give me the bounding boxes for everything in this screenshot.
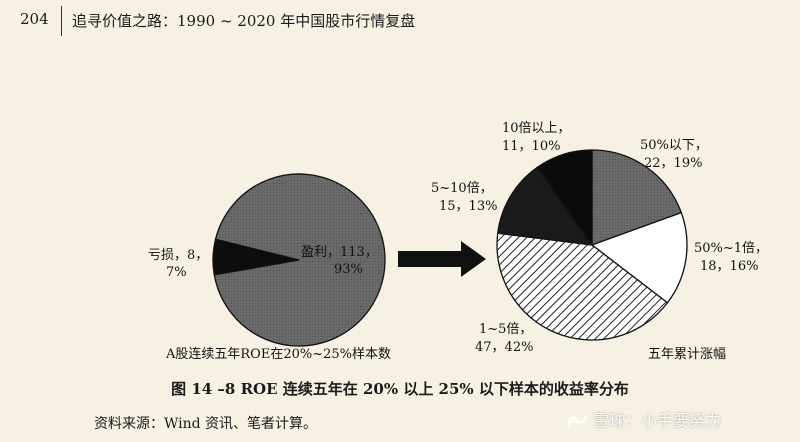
- pie2-label-1to5-line2: 47，42%: [475, 340, 533, 355]
- pie2-label-top-line2: 11，10%: [502, 139, 560, 154]
- running-title: 追寻价值之路：1990 ~ 2020 年中国股市行情复盘: [72, 12, 416, 30]
- pie1-label-loss-line2: 7%: [166, 265, 187, 280]
- pie2-label-5to10-line2: 15，13%: [439, 199, 497, 214]
- figure-caption: 图 14 –8 ROE 连续五年在 20% 以上 25% 以下样本的收益率分布: [171, 380, 629, 398]
- pie2-slice-above-10x: [536, 149, 593, 248]
- pie1-label-profit-line1: 盈利，113，: [301, 245, 378, 260]
- pie1-slice-profit: [213, 173, 386, 347]
- pie2-slice-below-50pct: [591, 149, 683, 246]
- pie1-label-profit-line2: 93%: [334, 262, 363, 277]
- pie2-label-below50-line1: 50%以下，: [640, 138, 708, 153]
- pie2-label-50to1-line2: 18，16%: [700, 259, 758, 274]
- pie1-title: A股连续五年ROE在20%~25%样本数: [165, 346, 391, 362]
- pie2-label-1to5-line1: 1~5倍，: [479, 322, 532, 337]
- pie2-title: 五年累计涨幅: [648, 347, 726, 362]
- watermark: 雪球：小手要努力: [566, 407, 721, 431]
- pie2-slice-50pct-to-1x: [590, 211, 688, 304]
- figure-source: 资料来源：Wind 资讯、笔者计算。: [94, 416, 318, 432]
- pie1-label-loss-line1: 亏损，8，: [148, 248, 208, 263]
- page-number: 204: [20, 10, 49, 28]
- pie2-slice-1x-to-5x: [496, 232, 669, 341]
- pie2-label-50to1-line1: 50%~1倍，: [694, 241, 768, 256]
- watermark-text: 雪球：小手要努力: [593, 411, 722, 430]
- page-header: 204 追寻价值之路：1990 ~ 2020 年中国股市行情复盘: [0, 0, 800, 40]
- pie1-slice-loss: [212, 238, 300, 276]
- pie-chart-five-year-return: [496, 149, 688, 341]
- snowball-logo-icon: [566, 415, 588, 427]
- pie2-label-5to10-line1: 5~10倍，: [431, 181, 493, 196]
- header-divider: [61, 6, 62, 36]
- pie2-slice-5x-to-10x: [497, 166, 594, 246]
- pie2-label-below50-line2: 22，19%: [644, 156, 702, 171]
- pie-chart-roe-samples: [212, 173, 386, 347]
- arrow-right: [398, 241, 486, 277]
- pie2-label-top-line1: 10倍以上，: [502, 121, 571, 136]
